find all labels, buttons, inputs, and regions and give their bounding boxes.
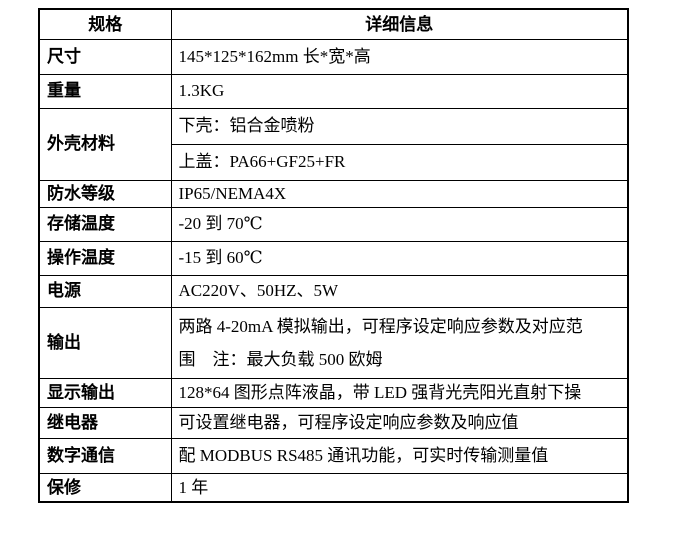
spec-label-dimensions: 尺寸: [38, 38, 172, 75]
output-value-line2: 围 注：最大负载 500 欧姆: [178, 349, 383, 369]
spec-label-shell-material: 外壳材料: [38, 107, 172, 181]
table-row: 继电器 可设置继电器，可程序设定响应参数及响应值: [38, 406, 629, 439]
spec-label-operating-temperature: 操作温度: [38, 240, 172, 276]
detail-column-header: 详细信息: [170, 8, 629, 40]
table-header-row: 规格 详细信息: [38, 8, 629, 40]
spec-value-display-output: 128*64 图形点阵液晶，带 LED 强背光壳阳光直射下操: [170, 377, 629, 408]
output-value-line1: 两路 4-20mA 模拟输出，可程序设定响应参数及对应范: [178, 316, 583, 336]
spec-value-operating-temperature: -15 到 60℃: [170, 240, 629, 276]
table-row: 电源 AC220V、50HZ、5W: [38, 274, 629, 308]
spec-value-digital-communication: 配 MODBUS RS485 通讯功能，可实时传输测量值: [170, 437, 629, 474]
table-row: 保修 1 年: [38, 472, 629, 503]
spec-label-relay: 继电器: [38, 406, 172, 439]
spec-label-warranty: 保修: [38, 472, 172, 503]
spec-value-weight: 1.3KG: [170, 73, 629, 109]
spec-value-dimensions: 145*125*162mm 长*宽*高: [170, 38, 629, 75]
spec-value-power-supply: AC220V、50HZ、5W: [170, 274, 629, 308]
table-row: 重量 1.3KG: [38, 73, 629, 109]
spec-label-weight: 重量: [38, 73, 172, 109]
spec-value-shell-top: 上盖：PA66+GF25+FR: [170, 143, 629, 181]
spec-value-storage-temperature: -20 到 70℃: [170, 206, 629, 242]
spec-value-warranty: 1 年: [170, 472, 629, 503]
table-row: 防水等级 IP65/NEMA4X: [38, 179, 629, 208]
table-row: 尺寸 145*125*162mm 长*宽*高: [38, 38, 629, 75]
spec-value-output: 两路 4-20mA 模拟输出，可程序设定响应参数及对应范 围 注：最大负载 50…: [170, 306, 629, 379]
spec-value-waterproof-rating: IP65/NEMA4X: [170, 179, 629, 208]
spec-label-storage-temperature: 存储温度: [38, 206, 172, 242]
spec-column-header: 规格: [38, 8, 172, 40]
spec-label-power-supply: 电源: [38, 274, 172, 308]
table-row: 操作温度 -15 到 60℃: [38, 240, 629, 276]
spec-value-shell-bottom: 下壳：铝合金喷粉: [170, 107, 629, 145]
spec-table: 规格 详细信息 尺寸 145*125*162mm 长*宽*高 重量 1.3KG …: [38, 8, 629, 503]
spec-label-output: 输出: [38, 306, 172, 379]
spec-label-waterproof-rating: 防水等级: [38, 179, 172, 208]
table-row: 存储温度 -20 到 70℃: [38, 206, 629, 242]
spec-value-relay: 可设置继电器，可程序设定响应参数及响应值: [170, 406, 629, 439]
table-row: 显示输出 128*64 图形点阵液晶，带 LED 强背光壳阳光直射下操: [38, 377, 629, 408]
table-row: 上盖：PA66+GF25+FR: [39, 143, 629, 181]
table-row: 输出 两路 4-20mA 模拟输出，可程序设定响应参数及对应范 围 注：最大负载…: [38, 306, 629, 379]
spec-label-digital-communication: 数字通信: [38, 437, 172, 474]
spec-label-display-output: 显示输出: [38, 377, 172, 408]
table-row: 外壳材料 下壳：铝合金喷粉: [38, 107, 629, 181]
table-row: 数字通信 配 MODBUS RS485 通讯功能，可实时传输测量值: [38, 437, 629, 474]
